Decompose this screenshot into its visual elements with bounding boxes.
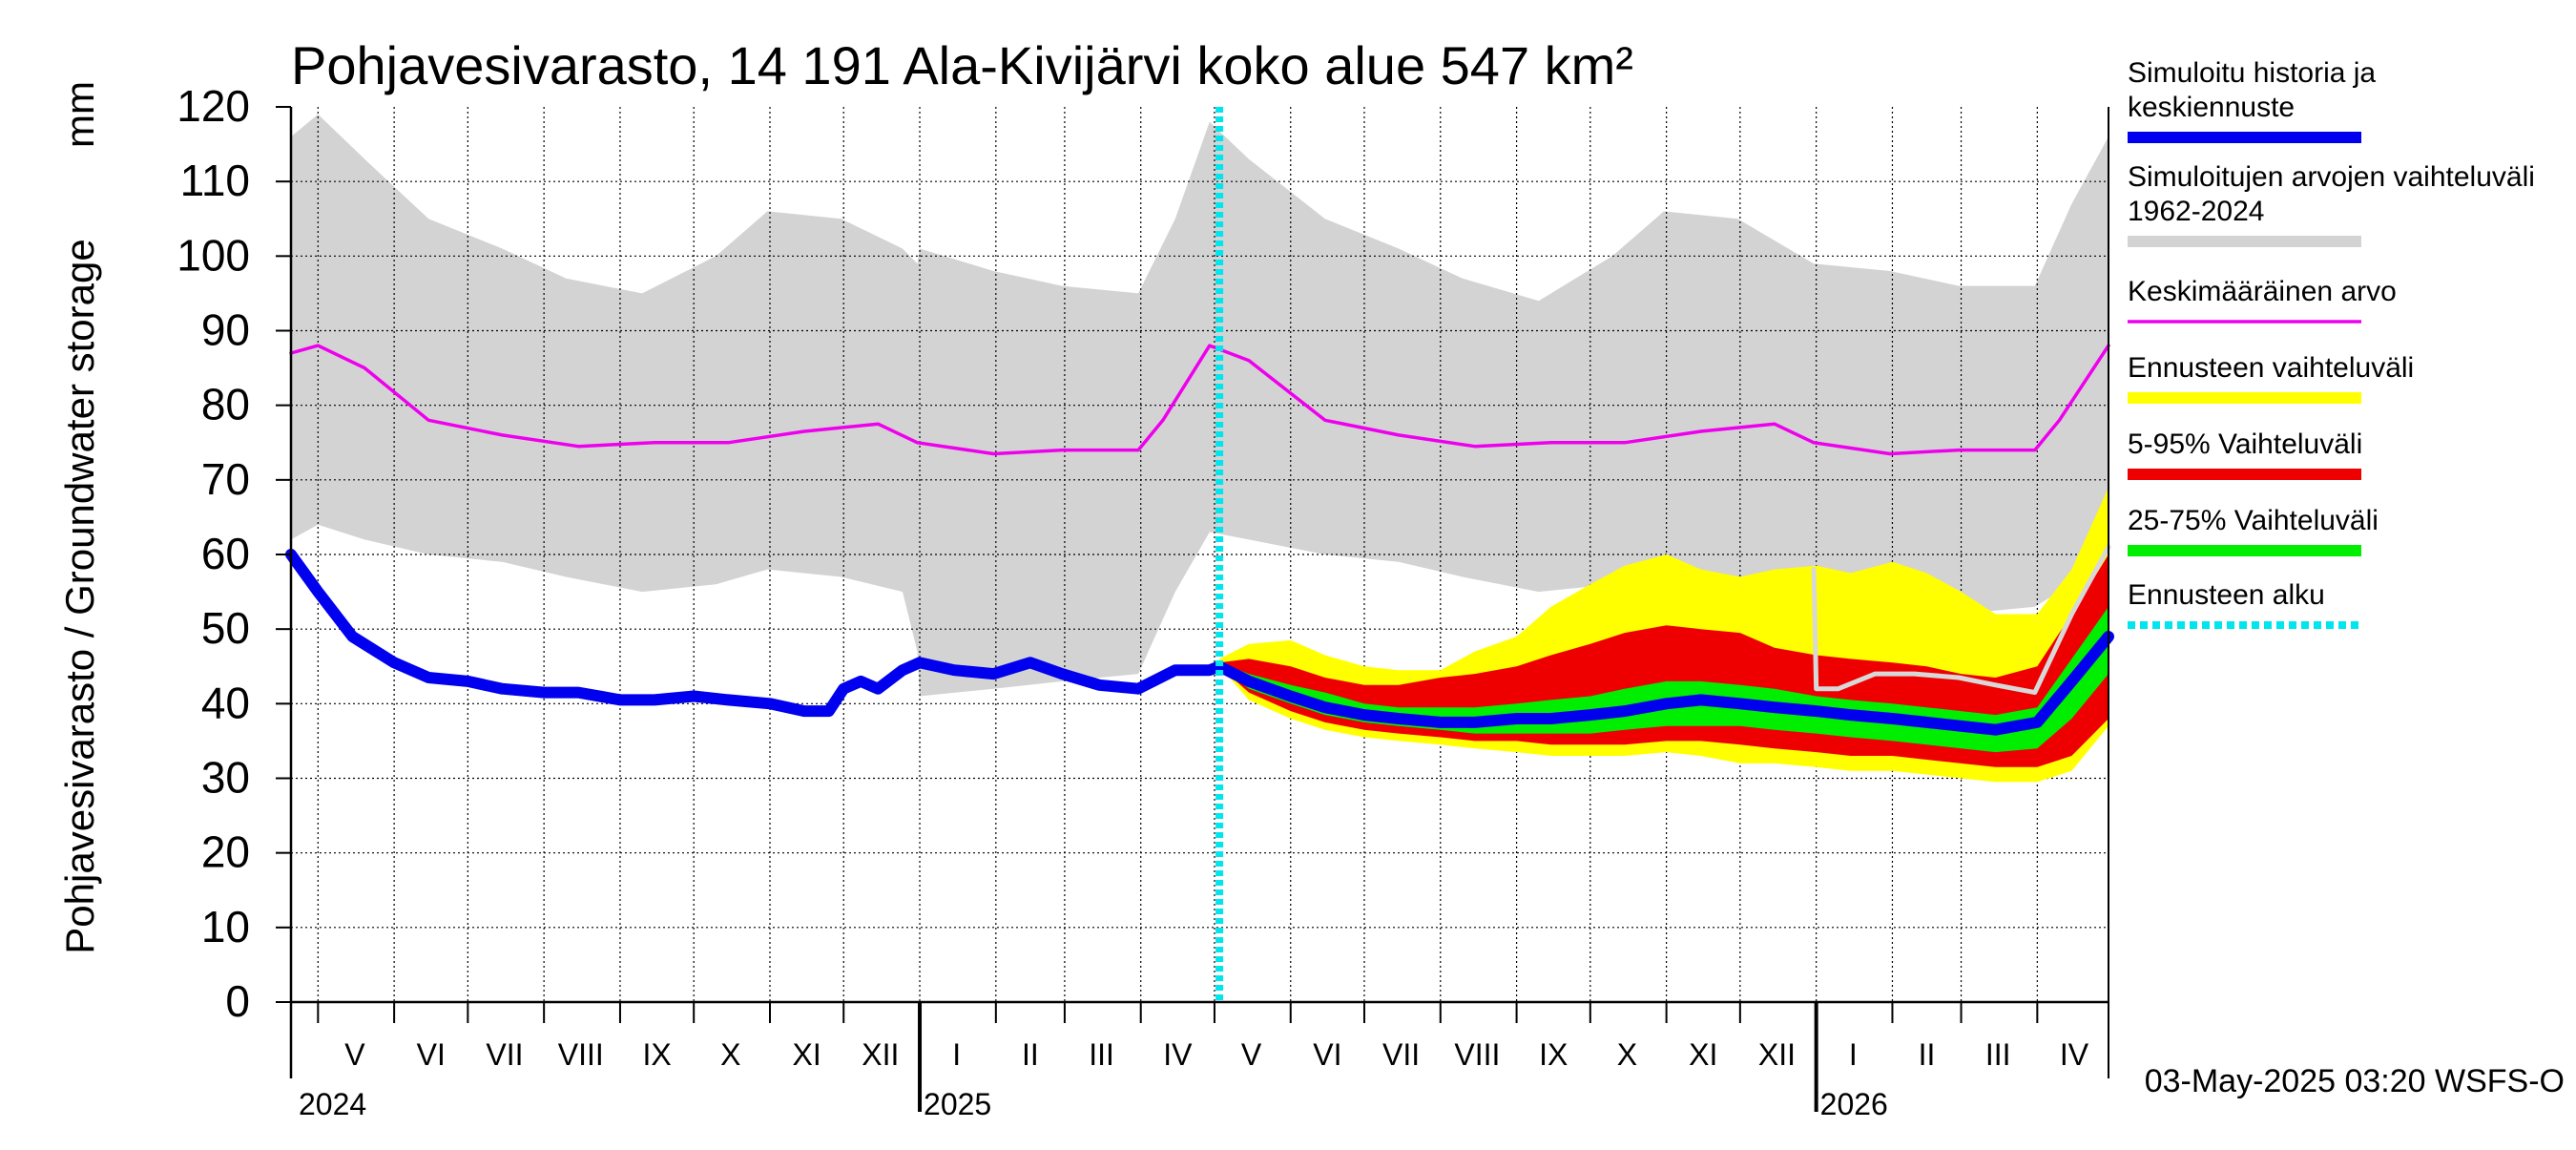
month-label: XII <box>862 1037 899 1072</box>
legend-label: Ennusteen vaihteluväli <box>2128 352 2414 384</box>
month-label: IV <box>2060 1037 2089 1072</box>
month-label: III <box>1985 1037 2011 1072</box>
y-tick-label: 0 <box>225 976 250 1026</box>
y-tick-label: 60 <box>201 529 250 578</box>
year-label: 2026 <box>1820 1087 1888 1121</box>
month-label: VII <box>1382 1037 1420 1072</box>
historical-range-band <box>291 114 2109 697</box>
chart-title: Pohjavesivarasto, 14 191 Ala-Kivijärvi k… <box>291 35 1633 95</box>
year-label: 2024 <box>299 1087 366 1121</box>
month-label: I <box>952 1037 961 1072</box>
month-label: X <box>720 1037 740 1072</box>
month-label: XI <box>792 1037 821 1072</box>
month-label: VI <box>1313 1037 1341 1072</box>
mean-value-line <box>289 344 2110 456</box>
month-label: VII <box>486 1037 523 1072</box>
month-label: V <box>344 1037 365 1072</box>
y-tick-label: 120 <box>177 81 250 131</box>
simulated-range-reference-line <box>1811 544 2111 696</box>
month-label: III <box>1089 1037 1114 1072</box>
y-unit-label: mm <box>57 81 102 148</box>
month-label: XI <box>1689 1037 1717 1072</box>
legend-label: Ennusteen alku <box>2128 579 2325 611</box>
month-label: V <box>1241 1037 1262 1072</box>
month-label: IX <box>642 1037 671 1072</box>
y-tick-label: 40 <box>201 678 250 727</box>
month-label: I <box>1849 1037 1858 1072</box>
y-tick-label: 50 <box>201 603 250 653</box>
y-tick-label: 80 <box>201 380 250 429</box>
month-label: II <box>1919 1037 1936 1072</box>
y-axis-label: Pohjavesivarasto / Groundwater storage <box>57 239 102 953</box>
legend-label: 25-75% Vaihteluväli <box>2128 505 2379 536</box>
month-label: II <box>1022 1037 1039 1072</box>
y-tick-label: 30 <box>201 753 250 803</box>
month-label: XII <box>1758 1037 1796 1072</box>
y-tick-label: 10 <box>201 902 250 951</box>
timestamp-footer: 03-May-2025 03:20 WSFS-O <box>2145 1063 2565 1099</box>
legend-label: Simuloitu historia ja <box>2128 57 2376 89</box>
month-label: VIII <box>1454 1037 1500 1072</box>
simulated-history-line <box>285 549 2114 736</box>
y-tick-label: 70 <box>201 454 250 504</box>
y-tick-label: 100 <box>177 230 250 280</box>
month-label: X <box>1617 1037 1637 1072</box>
legend-label: 1962-2024 <box>2128 196 2264 227</box>
y-tick-label: 20 <box>201 827 250 877</box>
year-label: 2025 <box>924 1087 991 1121</box>
legend-label: keskiennuste <box>2128 92 2295 123</box>
y-tick-label: 110 <box>180 156 250 205</box>
legend-label: Keskimääräinen arvo <box>2128 276 2397 307</box>
month-label: VIII <box>558 1037 604 1072</box>
y-tick-label: 90 <box>201 305 250 355</box>
legend-label: Simuloitujen arvojen vaihteluväli <box>2128 161 2535 193</box>
legend-label: 5-95% Vaihteluväli <box>2128 429 2362 460</box>
month-label: IV <box>1163 1037 1193 1072</box>
month-label: VI <box>417 1037 446 1072</box>
month-label: IX <box>1539 1037 1568 1072</box>
